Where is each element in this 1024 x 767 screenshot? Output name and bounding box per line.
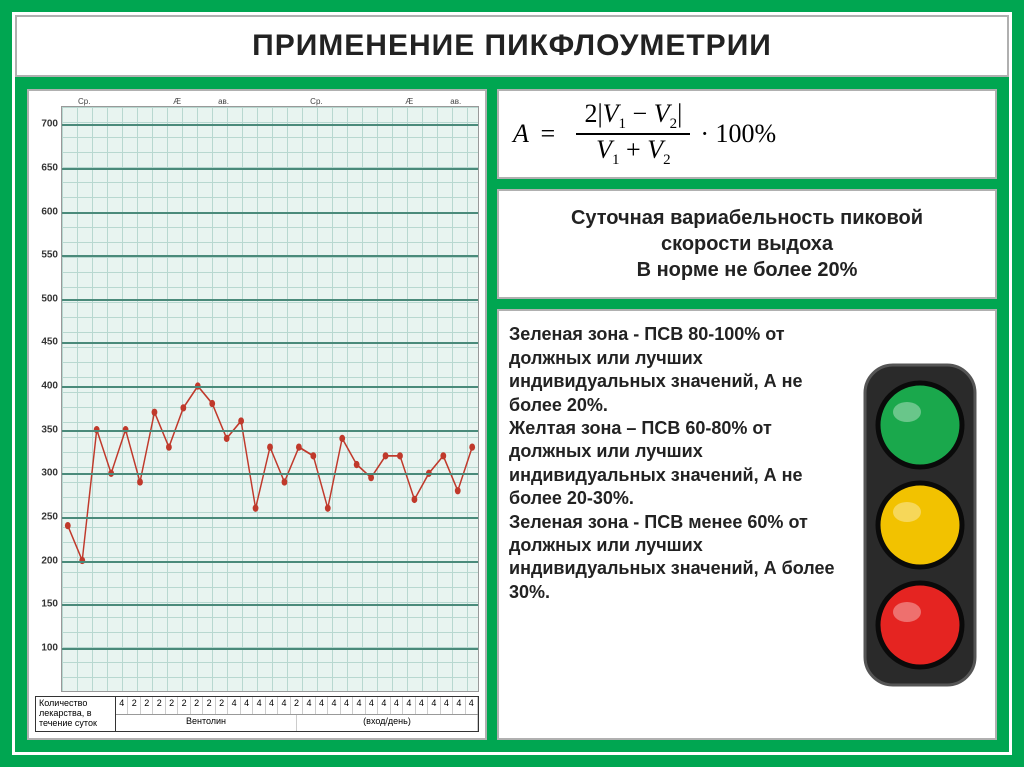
variability-line3: В норме не более 20% xyxy=(517,257,977,283)
zones-text: Зеленая зона - ПСВ 80-100% от должных ил… xyxy=(509,323,847,726)
variability-box: Суточная вариабельность пиковой скорости… xyxy=(497,189,997,299)
drug-sublabel: (вход/день) xyxy=(297,715,478,731)
formula-fraction: 2|V1 − V2| V1 + V2 xyxy=(576,99,690,169)
chart-day-headers: Ср.Æав.Ср.Æав. xyxy=(35,97,479,106)
zones-panel: Зеленая зона - ПСВ 80-100% от должных ил… xyxy=(497,309,997,740)
chart-panel: Ср.Æав.Ср.Æав. 1001502002503003504004505… xyxy=(27,89,487,740)
variability-line2: скорости выдоха xyxy=(517,231,977,257)
formula-box: A = 2|V1 − V2| V1 + V2 · 100% xyxy=(497,89,997,179)
chart-plot-area: 100150200250300350400450500550600650700 xyxy=(61,106,479,692)
content-columns: Ср.Æав.Ср.Æав. 1001502002503003504004505… xyxy=(15,77,1009,752)
chart-wrap: Ср.Æав.Ср.Æав. 1001502002503003504004505… xyxy=(29,91,485,692)
formula-numerator: 2|V1 − V2| xyxy=(576,99,690,135)
formula-lhs: A xyxy=(513,119,529,149)
chart-bottom-table: Количество лекарства, в течение суток 42… xyxy=(35,696,479,732)
slide-frame: ПРИМЕНЕНИЕ ПИКФЛОУМЕТРИИ Ср.Æав.Ср.Æав. … xyxy=(12,12,1012,755)
formula-denominator: V1 + V2 xyxy=(588,135,678,169)
dose-row: 42222222244444244444444444444 xyxy=(116,697,478,714)
bottom-table-label: Количество лекарства, в течение суток xyxy=(36,697,116,731)
variability-line1: Суточная вариабельность пиковой xyxy=(517,205,977,231)
formula-eq: = xyxy=(539,119,557,149)
traffic-light-svg xyxy=(855,360,985,690)
formula-tail: · 100% xyxy=(700,119,776,149)
drug-name: Вентолин xyxy=(116,715,297,731)
drug-row: Вентолин (вход/день) xyxy=(116,715,478,731)
right-column: A = 2|V1 − V2| V1 + V2 · 100% Суточная в… xyxy=(497,89,997,740)
traffic-light xyxy=(855,323,985,726)
slide-title: ПРИМЕНЕНИЕ ПИКФЛОУМЕТРИИ xyxy=(15,15,1009,77)
